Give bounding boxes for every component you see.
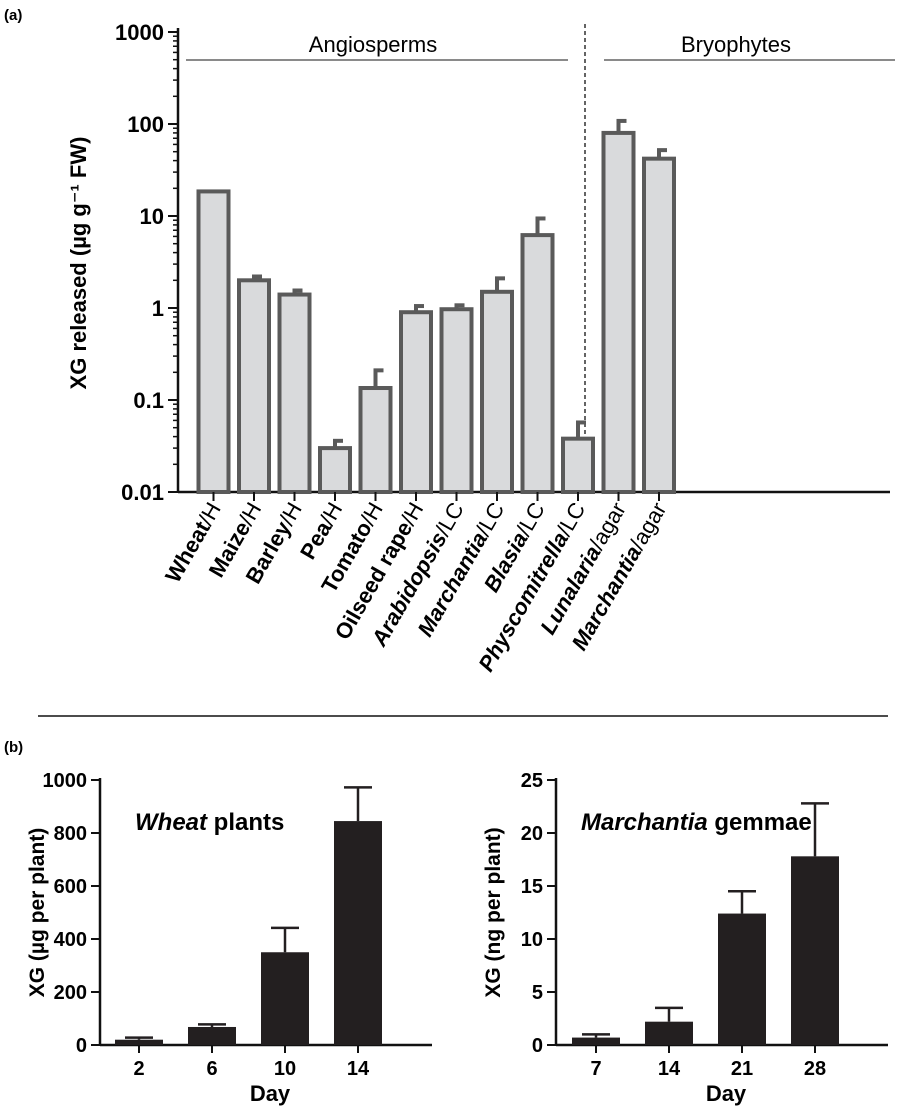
panel-a-label: (a) — [4, 7, 22, 24]
chart-a-y-axis-label: XG released (µg g⁻¹ FW) — [66, 137, 91, 390]
chart-b-y-axis-label: XG (µg per plant) — [26, 828, 49, 998]
chart-a-bar — [642, 156, 676, 494]
chart-b-x-tick-label: 2 — [133, 1058, 144, 1080]
chart-b-x-tick-label: 14 — [347, 1058, 370, 1080]
chart-a-bar — [358, 386, 393, 495]
chart-a-bar — [196, 189, 231, 494]
chart-b-title: Marchantia gemmae — [581, 809, 812, 836]
chart-b-x-tick-label: 14 — [658, 1058, 681, 1080]
chart-b-wheat: XG (µg per plant) Wheat plants 0 200 400 600 8… — [26, 770, 432, 1106]
chart-a-bar — [399, 310, 433, 494]
chart-a-y-tick-label: 10 — [140, 204, 164, 229]
chart-b-y-tick-label: 25 — [521, 770, 543, 792]
chart-b-bar — [645, 1021, 693, 1045]
chart-b-x-tick-label: 28 — [804, 1058, 826, 1080]
chart-b-y-tick-label: 0 — [532, 1035, 543, 1057]
chart-b-y-tick-label: 10 — [521, 929, 543, 951]
chart-a-bar — [237, 278, 271, 494]
chart-a-bar — [318, 446, 352, 495]
chart-b-bar — [261, 952, 309, 1045]
chart-b-bar — [334, 821, 382, 1045]
chart-b-title: Wheat plants — [135, 809, 284, 836]
chart-a-bar — [601, 130, 636, 495]
chart-a-y-tick-label: 0.01 — [121, 480, 164, 505]
chart-b-x-tick-label: 21 — [731, 1058, 753, 1080]
chart-b-y-tick-label: 200 — [54, 982, 87, 1004]
chart-b-x-tick-label: 6 — [206, 1058, 217, 1080]
chart-b-bar — [718, 913, 766, 1045]
chart-a-y-tick-label: 1 — [152, 296, 164, 321]
chart-a-y-tick-label: 100 — [127, 112, 164, 137]
chart-b-y-tick-label: 20 — [521, 823, 543, 845]
chart-b-bar — [188, 1026, 236, 1045]
chart-a-bar — [480, 289, 514, 494]
chart-b-bar — [791, 856, 839, 1045]
chart-a-bar — [277, 292, 312, 494]
chart-b-y-tick-label: 5 — [532, 982, 543, 1004]
chart-a-y-tick-label: 0.1 — [133, 388, 164, 413]
chart-b-y-tick-label: 400 — [54, 929, 87, 951]
chart-b-x-axis-label: Day — [706, 1081, 747, 1106]
group-label-angiosperms: Angiosperms — [309, 32, 437, 57]
chart-b-bar — [572, 1037, 620, 1045]
chart-b-y-tick-label: 15 — [521, 876, 543, 898]
chart-b-bar — [115, 1039, 163, 1045]
chart-b-y-axis-label: XG (ng per plant) — [482, 827, 505, 997]
chart-a-bar — [561, 436, 595, 495]
chart-b-x-tick-label: 10 — [274, 1058, 296, 1080]
chart-a: XG released (µg g⁻¹ FW) Angiosperms Bryo… — [66, 20, 895, 676]
group-label-bryophytes: Bryophytes — [681, 32, 791, 57]
chart-a-y-tick-label: 1000 — [115, 20, 164, 45]
panel-b-label: (b) — [4, 739, 23, 756]
chart-b-x-axis-label: Day — [250, 1081, 291, 1106]
chart-b-y-tick-label: 1000 — [43, 770, 88, 792]
chart-a-bar — [439, 307, 474, 495]
chart-b-y-tick-label: 0 — [76, 1035, 87, 1057]
chart-b-y-tick-label: 800 — [54, 823, 87, 845]
chart-a-bar — [520, 233, 555, 494]
chart-b-y-tick-label: 600 — [54, 876, 87, 898]
chart-b-x-tick-label: 7 — [590, 1058, 601, 1080]
chart-b-marchantia: XG (ng per plant) Marchantia gemmae 0 5 10 15… — [482, 770, 888, 1106]
